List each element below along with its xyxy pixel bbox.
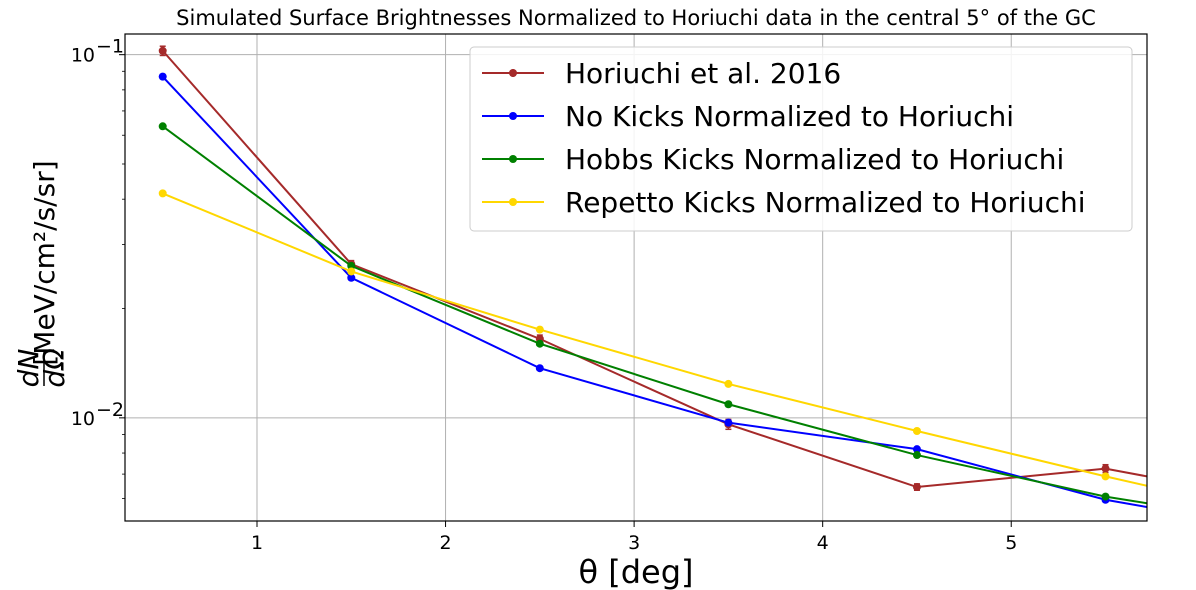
legend-label: No Kicks Normalized to Horiuchi [565, 100, 1014, 133]
y-axis: 10−110−2 [71, 36, 125, 499]
data-point [912, 483, 921, 492]
legend-marker [509, 112, 517, 120]
data-point [912, 451, 921, 460]
x-tick-label: 5 [1005, 532, 1017, 554]
y-tick-label: 10 [71, 45, 95, 67]
y-tick-exponent: −2 [96, 399, 124, 421]
series-3 [158, 189, 1147, 487]
data-point [1101, 464, 1110, 473]
data-point [535, 325, 544, 334]
x-tick-label: 2 [440, 532, 452, 554]
series-line [162, 192, 1147, 487]
data-point [1101, 472, 1110, 481]
y-label-denominator: dΩ [38, 348, 71, 388]
y-label-units: [MeV/cm²/s/sr] [28, 160, 61, 365]
x-tick-label: 3 [628, 532, 640, 554]
data-point [724, 379, 733, 388]
data-point [158, 72, 167, 81]
legend-label: Hobbs Kicks Normalized to Horiuchi [565, 143, 1064, 176]
series-layer [158, 45, 1147, 509]
x-tick-label: 1 [251, 532, 263, 554]
data-point [912, 427, 921, 436]
plot-frame [124, 33, 1148, 522]
data-point [347, 261, 356, 270]
legend-marker [509, 155, 517, 163]
legend: Horiuchi et al. 2016 No Kicks Normalized … [469, 46, 1133, 232]
data-point [158, 189, 167, 198]
legend-marker [509, 198, 517, 206]
data-point [1101, 492, 1110, 501]
chart-title: Simulated Surface Brightnesses Normalize… [176, 6, 1096, 30]
y-tick-label: 10 [71, 408, 95, 430]
x-axis-label: θ [deg] [578, 553, 693, 590]
data-point [535, 364, 544, 373]
data-point [158, 122, 167, 131]
data-point [724, 418, 733, 427]
data-point [724, 400, 733, 409]
legend-label: Horiuchi et al. 2016 [565, 57, 841, 90]
y-label-numerator: dN [12, 349, 45, 388]
y-tick-exponent: −1 [96, 36, 124, 58]
series-2 [158, 122, 1147, 505]
data-point [158, 46, 167, 55]
legend-label: Repetto Kicks Normalized to Horiuchi [565, 186, 1086, 219]
data-point [535, 339, 544, 348]
data-point [347, 267, 356, 276]
legend-box [469, 46, 1133, 232]
x-tick-label: 4 [817, 532, 829, 554]
data-point [347, 273, 356, 282]
data-point [912, 445, 921, 454]
x-axis: 1 2 3 4 5 [251, 521, 1017, 554]
